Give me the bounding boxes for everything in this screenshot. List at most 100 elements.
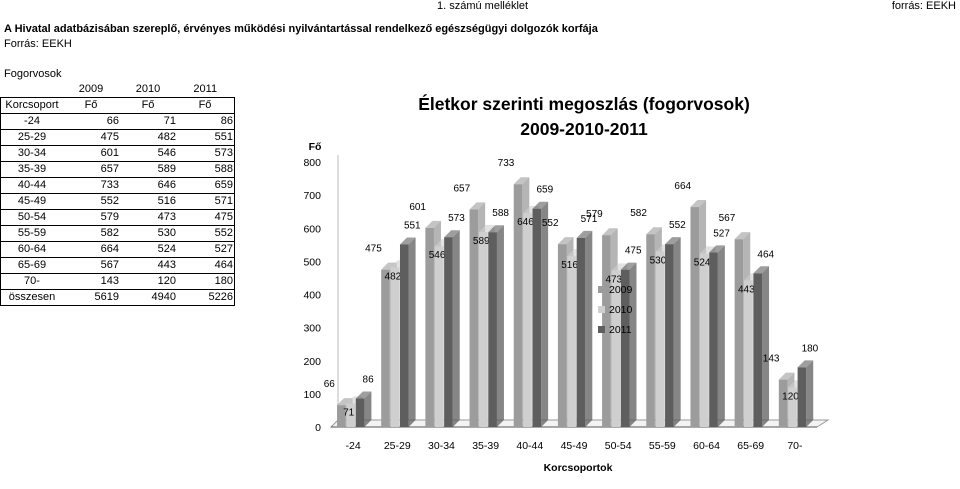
data-label: 516 <box>561 260 578 271</box>
bar-2010 <box>655 251 665 427</box>
data-label: 120 <box>782 391 799 402</box>
table-cell: 546 <box>120 145 177 162</box>
bar-2010 <box>567 256 576 427</box>
row-label: 30-34 <box>0 145 63 162</box>
y-tick-label: 300 <box>303 323 321 335</box>
x-tick-label: 45-49 <box>561 440 588 452</box>
bar-top <box>690 200 707 208</box>
bar-2009 <box>602 235 611 427</box>
y-tick-label: 200 <box>303 356 321 368</box>
x-tick-label: 30-34 <box>428 440 455 452</box>
bar-2010 <box>434 246 444 427</box>
table-row: 30-34 601 546 573 <box>0 145 235 162</box>
data-label: 733 <box>498 158 515 169</box>
table-row: 40-44 733 646 659 <box>0 177 235 194</box>
table-cell: 4940 <box>120 289 177 306</box>
table-cell: 579 <box>63 209 120 226</box>
chart-subtitle: 2009-2010-2011 <box>520 119 648 139</box>
table-cell: 475 <box>63 129 120 146</box>
row-label: 70- <box>0 273 63 290</box>
row-label: 50-54 <box>0 209 63 226</box>
data-label: 657 <box>454 183 471 194</box>
table-cell: 601 <box>63 145 120 162</box>
y-tick-label: 400 <box>303 290 321 302</box>
data-label: 443 <box>738 284 755 295</box>
bar-2009 <box>337 405 346 427</box>
table-header-row: Korcsoport Fő Fő Fő <box>0 97 235 114</box>
bar-2010 <box>744 280 753 427</box>
table-cell: 530 <box>120 225 177 242</box>
data-label: 527 <box>713 228 730 239</box>
table-cell: 473 <box>120 209 177 226</box>
x-tick-label: -24 <box>345 440 360 452</box>
data-label: 475 <box>365 244 382 255</box>
bar-top <box>444 230 460 238</box>
table-row: 60-64 664 524 527 <box>0 241 235 258</box>
unit-header: Fő <box>177 97 235 114</box>
bar-2011 <box>399 244 409 427</box>
bar-top <box>355 391 372 399</box>
bar-top <box>699 246 716 254</box>
data-label: 180 <box>802 343 819 354</box>
y-tick-label: 700 <box>303 190 321 202</box>
data-label: 551 <box>404 220 421 231</box>
table-cell: 5619 <box>63 289 120 306</box>
bar-2009 <box>557 244 567 427</box>
table-cell: 464 <box>177 257 235 274</box>
data-label: 646 <box>517 217 534 228</box>
year-header: 2011 <box>193 83 218 95</box>
table-cell: 524 <box>120 241 177 258</box>
x-tick-label: 55-59 <box>649 440 676 452</box>
data-label: 464 <box>757 249 774 260</box>
section-label: Fogorvosok <box>4 68 62 80</box>
table-row: -24 66 71 86 <box>0 113 235 130</box>
data-table: 2009 2010 2011 Korcsoport Fő Fő Fő -24 66 71 86 25-… <box>0 82 235 306</box>
table-row: 70- 143 120 180 <box>0 273 235 290</box>
x-tick-label: 50-54 <box>605 440 632 452</box>
bar-2011 <box>753 273 763 427</box>
table-row: 45-49 552 516 571 <box>0 193 235 210</box>
bar-side <box>762 266 770 427</box>
y-tick-label: 0 <box>315 422 321 434</box>
bar-2011 <box>532 208 542 427</box>
table-cell: 573 <box>177 145 235 162</box>
table-row: 35-39 657 589 588 <box>0 161 235 178</box>
bar-top <box>709 245 725 253</box>
source-label: Forrás: EEKH <box>4 38 72 50</box>
bar-side <box>717 245 725 427</box>
x-tick-label: 40-44 <box>516 440 543 452</box>
table-cell: 588 <box>177 161 235 178</box>
table-cell: 143 <box>63 273 120 290</box>
y-tick-label: 800 <box>303 157 321 169</box>
table-cell: 659 <box>177 177 235 194</box>
bar-2009 <box>690 207 700 427</box>
bar-side <box>452 230 460 427</box>
table-cell: 71 <box>120 113 177 130</box>
table-cell: 120 <box>120 273 177 290</box>
bar-2011 <box>576 237 586 427</box>
bar-2011 <box>355 398 365 427</box>
bar-top <box>425 220 441 228</box>
table-cell: 86 <box>177 113 235 130</box>
bar-2010 <box>390 267 400 427</box>
table-cell: 552 <box>177 225 235 242</box>
year-header: 2009 <box>78 83 104 95</box>
row-label: 45-49 <box>0 193 63 210</box>
bar-2010 <box>699 253 709 427</box>
bar-top <box>478 224 495 232</box>
data-label: 473 <box>605 274 622 285</box>
row-label: 65-69 <box>0 257 63 274</box>
bar-2009 <box>425 227 434 427</box>
table-cell: 733 <box>63 177 120 194</box>
table-row: összesen 5619 4940 5226 <box>0 289 235 306</box>
data-label: 482 <box>385 271 402 282</box>
table-cell: 589 <box>120 161 177 178</box>
bar-2011 <box>797 367 807 427</box>
bar-side <box>629 262 637 427</box>
data-label: 552 <box>669 220 686 231</box>
chart-title: Életkor szerinti megoszlás (fogorvosok) <box>418 93 750 114</box>
table-cell: 567 <box>63 257 120 274</box>
bar-2009 <box>513 184 523 427</box>
legend-swatch-2010 <box>598 306 605 313</box>
bar-top <box>778 372 795 380</box>
